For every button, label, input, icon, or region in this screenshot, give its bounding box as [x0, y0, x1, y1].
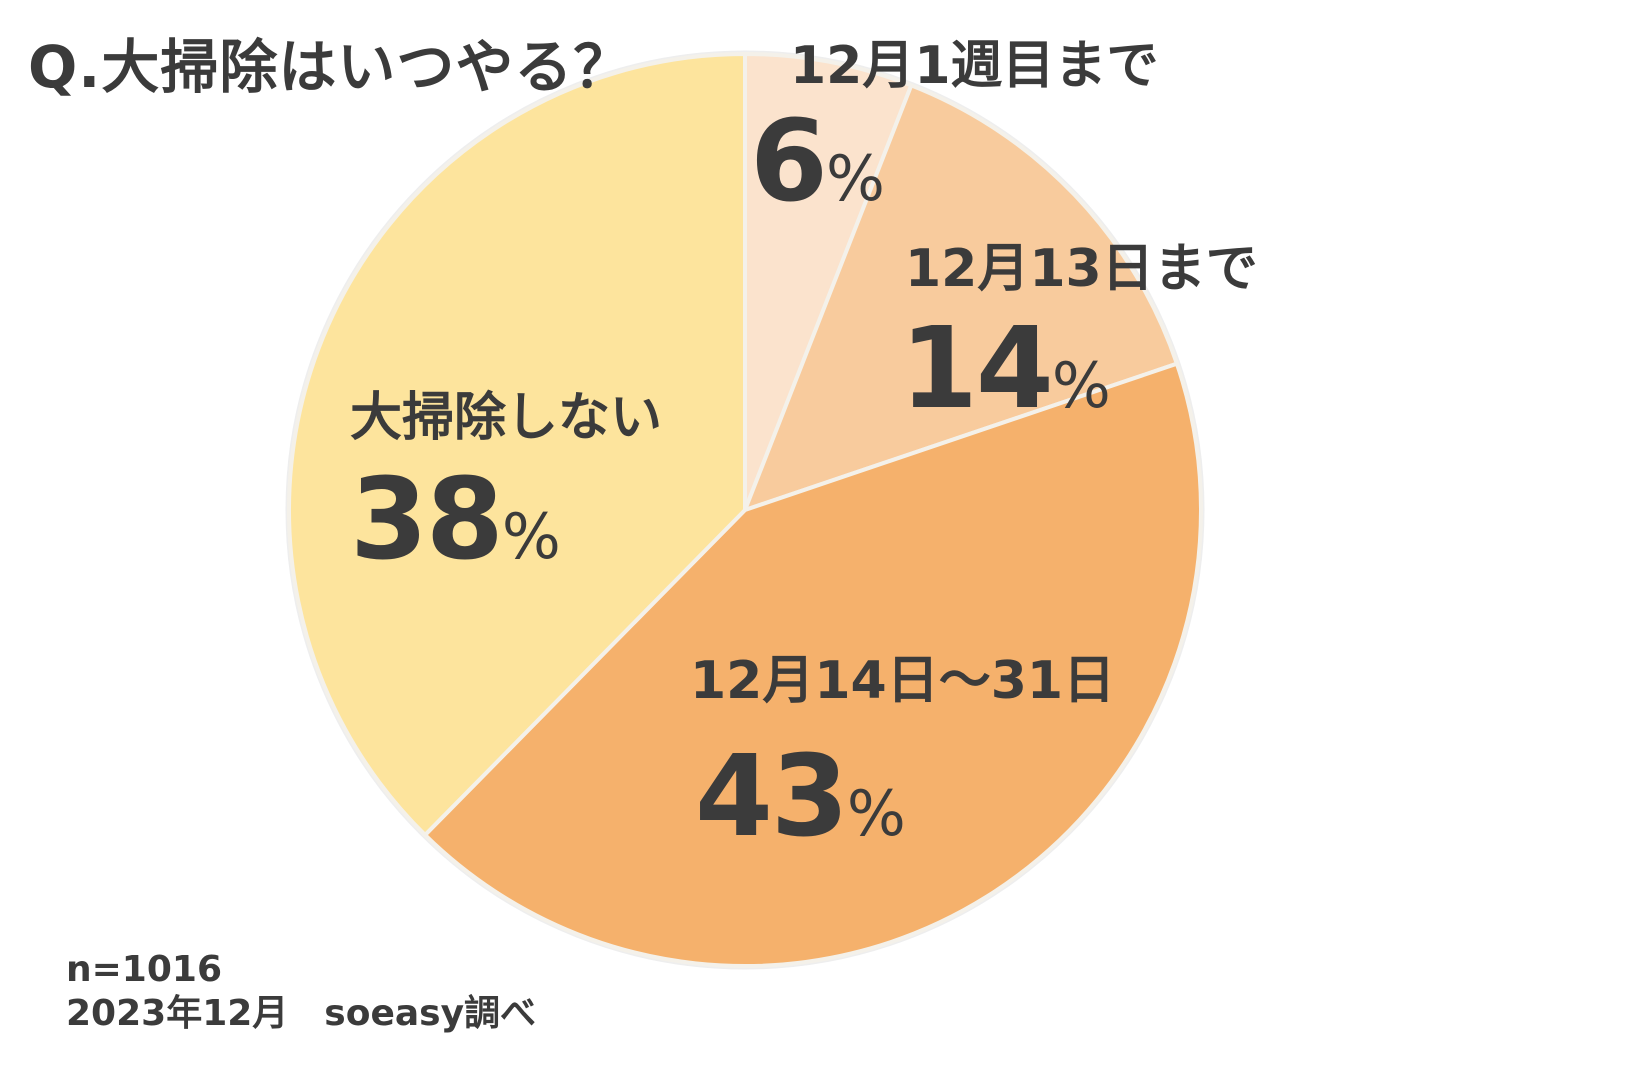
slice-value-label: 14%	[900, 304, 1111, 434]
slice-category-label: 12月1週目まで	[790, 36, 1159, 96]
pie-slice-3	[423, 361, 1203, 969]
sample-size-note: n=1016	[66, 949, 222, 990]
slice-value-label: 43%	[695, 732, 906, 862]
slice-label-3: 12月14日〜31日 43%	[690, 655, 1115, 853]
chart-title: Q.大掃除はいつやる？	[28, 33, 633, 101]
slice-category-label: 12月13日まで	[905, 239, 1258, 299]
source-note: 2023年12月 soeasy調べ	[66, 992, 537, 1034]
slice-category-label: 12月14日〜31日	[690, 651, 1116, 711]
pie-slice-2	[743, 83, 1179, 512]
slice-label-1: 12月1週目まで 6%	[750, 36, 1159, 218]
slice-value-label: 38%	[350, 455, 561, 585]
slice-value-label: 6%	[750, 97, 885, 227]
slice-label-2: 12月13日まで 14%	[900, 239, 1258, 425]
slice-label-4: 大掃除しない 38%	[350, 392, 662, 576]
pie-slice-4	[287, 52, 747, 837]
slice-category-label: 大掃除しない	[350, 388, 663, 448]
pie-slice-1	[743, 52, 914, 512]
chart-footer: n=1016 2023年12月 soeasy調べ	[66, 948, 536, 1036]
